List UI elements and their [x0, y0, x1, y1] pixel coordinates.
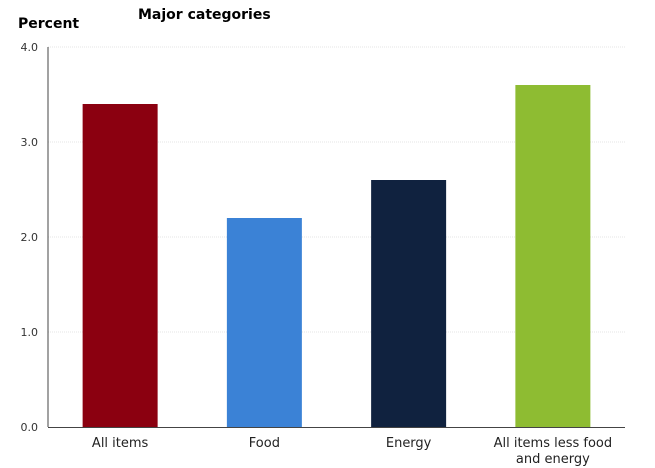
bar [371, 180, 447, 427]
y-axis-label: Percent [18, 16, 79, 32]
bar [82, 104, 158, 427]
y-tick-label: 2.0 [21, 231, 39, 244]
bar [226, 218, 302, 427]
bar [515, 85, 591, 427]
y-tick-label: 4.0 [21, 41, 39, 54]
y-tick-label: 1.0 [21, 326, 39, 339]
x-tick-label: Food [249, 436, 280, 451]
axes [47, 47, 625, 428]
y-tick-label: 3.0 [21, 136, 39, 149]
x-tick-label: All items [92, 436, 149, 451]
bars [82, 85, 591, 427]
y-tick-label: 0.0 [21, 421, 39, 434]
chart-title: Major categories [138, 7, 271, 23]
y-tick-labels: 0.0 1.0 2.0 3.0 4.0 [21, 41, 39, 434]
x-tick-label: All items less food and energy [494, 436, 613, 467]
x-tick-label: Energy [386, 436, 432, 451]
x-tick-labels: All items Food Energy All items less food an… [92, 436, 612, 467]
